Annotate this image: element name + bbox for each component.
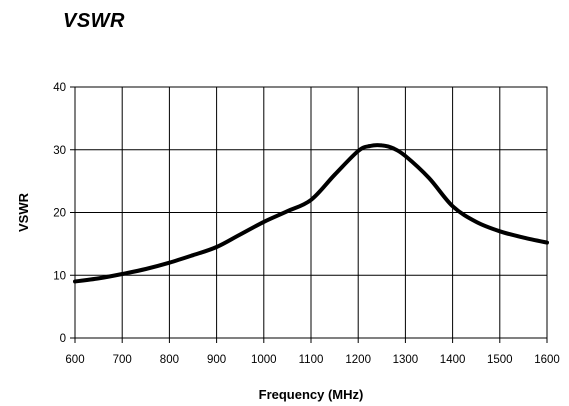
series-line-0: [73, 143, 549, 284]
x-tick-label-1300: 1300: [393, 354, 419, 366]
y-tick-label-0: 0: [60, 333, 66, 345]
y-axis-label: VSWR: [16, 192, 31, 232]
y-tick-label-40: 40: [53, 82, 66, 94]
y-tick-label-30: 30: [53, 145, 66, 157]
y-tick-label-10: 10: [53, 270, 66, 282]
x-tick-label-900: 900: [207, 354, 226, 366]
x-axis-label: Frequency (MHz): [259, 387, 364, 402]
x-tick-label-800: 800: [160, 354, 179, 366]
x-tick-labels: 600 700 800 900 1000 1100 1200 1300 1400 1500 1600: [65, 338, 560, 366]
grid-lines: [74, 86, 548, 339]
x-tick-label-1100: 1100: [299, 354, 324, 366]
x-tick-label-1600: 1600: [534, 354, 560, 366]
series-group: [73, 143, 549, 284]
x-tick-label-1400: 1400: [440, 354, 466, 366]
x-tick-label-600: 600: [65, 354, 84, 366]
x-tick-label-1000: 1000: [251, 354, 277, 366]
x-tick-label-1200: 1200: [345, 354, 371, 366]
x-tick-label-700: 700: [113, 354, 132, 366]
y-tick-label-20: 20: [53, 208, 66, 220]
chart-title: VSWR: [63, 10, 125, 32]
x-tick-label-1500: 1500: [487, 354, 513, 366]
y-tick-labels: 0 10 20 30 40: [53, 82, 75, 345]
